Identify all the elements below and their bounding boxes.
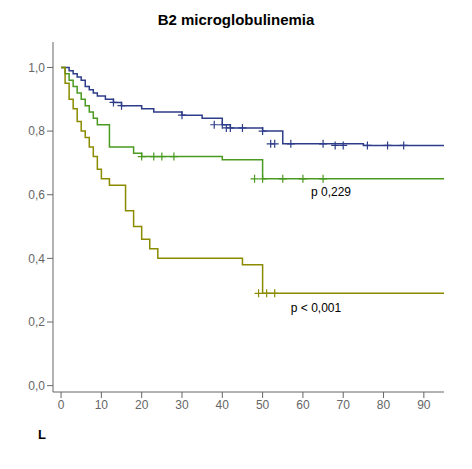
html-text:L: L — [38, 427, 46, 442]
svg-text:70: 70 — [337, 398, 351, 412]
svg-text:p 0,229: p 0,229 — [311, 185, 351, 199]
svg-text:60: 60 — [296, 398, 310, 412]
svg-text:0,2: 0,2 — [28, 315, 45, 329]
svg-text:40: 40 — [216, 398, 230, 412]
svg-text:80: 80 — [377, 398, 391, 412]
svg-text:0,4: 0,4 — [28, 252, 45, 266]
svg-text:20: 20 — [135, 398, 149, 412]
svg-text:50: 50 — [256, 398, 270, 412]
svg-text:0: 0 — [58, 398, 65, 412]
svg-text:10: 10 — [95, 398, 109, 412]
svg-text:0,6: 0,6 — [28, 188, 45, 202]
svg-text:0,0: 0,0 — [28, 379, 45, 393]
svg-text:p < 0,001: p < 0,001 — [291, 301, 342, 315]
html-text:B2 microglobulinemia: B2 microglobulinemia — [157, 11, 315, 28]
svg-text:90: 90 — [417, 398, 431, 412]
svg-text:1,0: 1,0 — [28, 61, 45, 75]
svg-text:0,8: 0,8 — [28, 124, 45, 138]
svg-text:30: 30 — [175, 398, 189, 412]
